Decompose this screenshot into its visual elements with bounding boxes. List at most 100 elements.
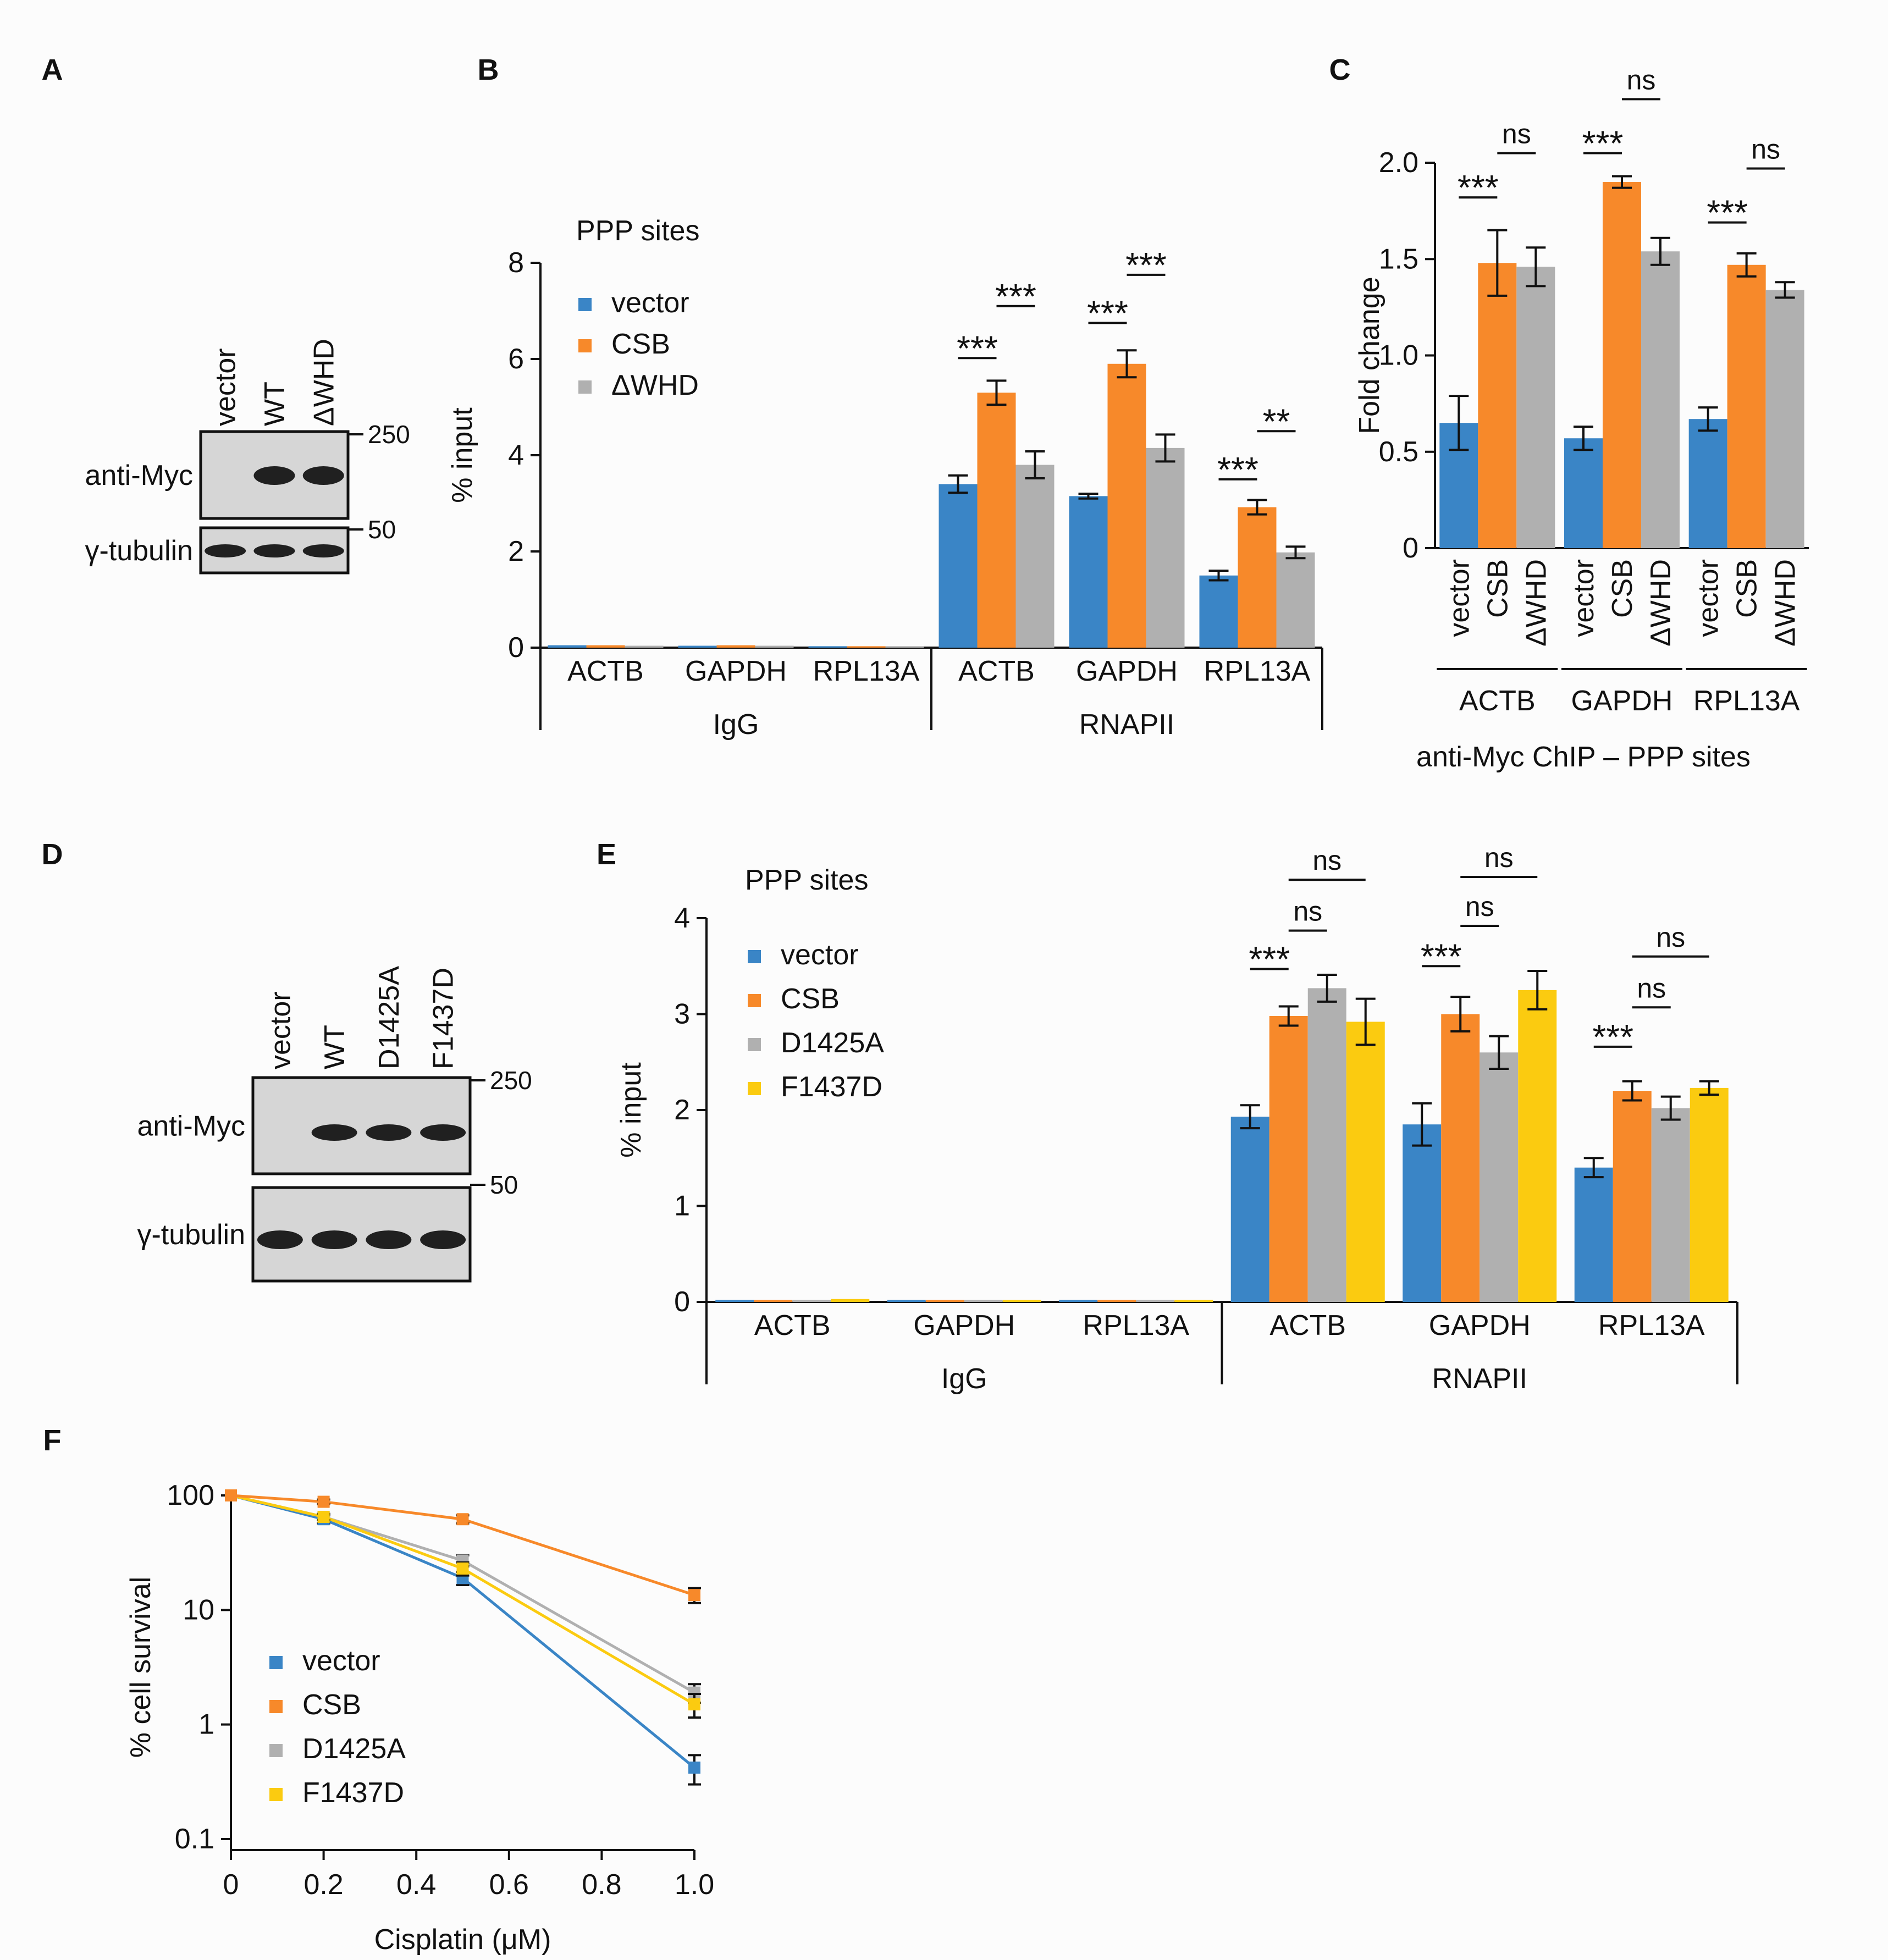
significance-label: *** (1707, 193, 1748, 233)
x-tick-label: ACTB (958, 655, 1035, 687)
bar-vector (808, 646, 847, 648)
bar-label: CSB (1731, 559, 1763, 618)
legend-label: CSB (781, 983, 840, 1015)
bar-dwhd (885, 646, 924, 648)
x-tick-label: ACTB (754, 1310, 831, 1341)
chart-title: PPP sites (576, 215, 699, 247)
significance-label: *** (957, 328, 998, 368)
panel-e: E 0 1 2 3 4 % input ACTB GAPDH RPL13A ACTB GAPDH RPL… (597, 838, 1738, 1395)
bar-vector (715, 1300, 754, 1302)
significance-label: ns (1502, 118, 1531, 149)
bar-d1425a (1651, 1108, 1690, 1302)
bar-dwhd (1015, 465, 1055, 648)
bar-csb (977, 393, 1016, 648)
x-tick-label: 0.4 (396, 1869, 436, 1901)
legend-label: F1437D (781, 1071, 882, 1103)
blot-row-label: anti-Myc (137, 1111, 245, 1142)
y-tick-label: 0.5 (1379, 436, 1418, 468)
bar-csb (754, 1300, 793, 1302)
y-tick-label: 0 (674, 1286, 690, 1318)
panel-letter: A (42, 53, 63, 86)
significance-label: ns (1465, 891, 1494, 922)
bar-label: ΔWHD (1645, 559, 1677, 647)
legend-swatch (269, 1700, 283, 1713)
bar-vector (1574, 1167, 1613, 1302)
bar-f1437d (1690, 1087, 1729, 1302)
legend-label: vector (302, 1645, 380, 1677)
x-tick-label: ACTB (1269, 1310, 1346, 1341)
bar-vector (1688, 419, 1727, 548)
legend-swatch (748, 1038, 761, 1051)
x-tick-label: 0.6 (489, 1869, 529, 1901)
bar-f1437d (831, 1299, 870, 1302)
bar-label: ΔWHD (1770, 559, 1802, 647)
panel-b: B 0 2 4 6 8 % input ACTB GAPDH RPL13A ACTB GAPDH RPL… (446, 53, 1323, 741)
legend-label: vector (611, 287, 689, 319)
data-point-csb (456, 1513, 469, 1526)
bar-csb (1097, 1300, 1136, 1302)
significance-label: *** (1421, 936, 1462, 976)
series-line-f1437d (230, 1494, 695, 1706)
data-point-csb (688, 1589, 700, 1602)
bar-csb (925, 1300, 964, 1302)
group-label: RNAPII (1432, 1363, 1527, 1395)
blot-band (311, 1124, 357, 1141)
significance-label: ns (1312, 845, 1342, 876)
y-tick-label: 3 (674, 998, 690, 1030)
y-tick-label: 4 (508, 439, 524, 471)
blot-band (257, 1230, 303, 1249)
legend-label: vector (781, 939, 859, 971)
significance-label: *** (1125, 245, 1167, 285)
bar-f1437d (1518, 990, 1557, 1302)
y-tick-label: 10 (183, 1594, 214, 1626)
legend-label: D1425A (781, 1027, 884, 1059)
bar-csb (1478, 263, 1517, 548)
y-tick-label: 2.0 (1379, 147, 1418, 179)
bar-csb (1107, 363, 1146, 648)
lane-label: WT (319, 1025, 351, 1069)
bar-label: CSB (1607, 559, 1638, 618)
x-tick-label: 0 (223, 1869, 239, 1901)
bar-dwhd (1146, 448, 1185, 648)
bar-vector (1564, 438, 1603, 548)
bar-vector (678, 645, 717, 648)
legend-swatch (269, 1788, 283, 1801)
x-tick-label: GAPDH (1571, 685, 1673, 717)
bar-vector (1069, 496, 1108, 648)
lane-label: F1437D (428, 968, 460, 1069)
bar-label: ΔWHD (1520, 559, 1552, 647)
legend-label: F1437D (302, 1777, 404, 1809)
data-point-f1437d (317, 1510, 330, 1523)
legend-swatch (578, 380, 592, 394)
y-tick-label: 1 (674, 1190, 690, 1222)
lane-label: vector (210, 348, 242, 426)
significance-label: ns (1637, 973, 1666, 1003)
blot-band (302, 466, 344, 485)
panel-f: F 0.1 1 10 100 0 0.2 0.4 0.6 0.8 1.0 % cell surviva… (43, 1424, 715, 1956)
panel-letter: D (42, 838, 63, 871)
x-tick-label: GAPDH (685, 655, 787, 687)
panel-letter: C (1329, 53, 1351, 86)
x-tick-label: 0.2 (303, 1869, 343, 1901)
bar-csb (1613, 1091, 1652, 1302)
bar-csb (1238, 507, 1277, 648)
y-tick-label: 0.1 (175, 1823, 214, 1855)
y-tick-label: 0 (1403, 532, 1418, 564)
bar-d1425a (1480, 1052, 1519, 1302)
significance-label: *** (1217, 450, 1258, 489)
bar-d1425a (792, 1300, 831, 1302)
x-tick-label: GAPDH (1429, 1310, 1531, 1341)
marker-label: 250 (368, 420, 410, 449)
group-label: IgG (713, 709, 759, 741)
data-point-d1425a (688, 1686, 700, 1699)
x-tick-label: RPL13A (1693, 685, 1800, 717)
significance-label: ns (1656, 922, 1685, 953)
bar-d1425a (1307, 988, 1346, 1302)
marker-label: 250 (490, 1066, 532, 1095)
legend-swatch (578, 298, 592, 311)
blot-row-label: γ-tubulin (137, 1219, 245, 1251)
y-tick-label: 8 (508, 247, 524, 279)
data-point-csb (317, 1495, 330, 1508)
